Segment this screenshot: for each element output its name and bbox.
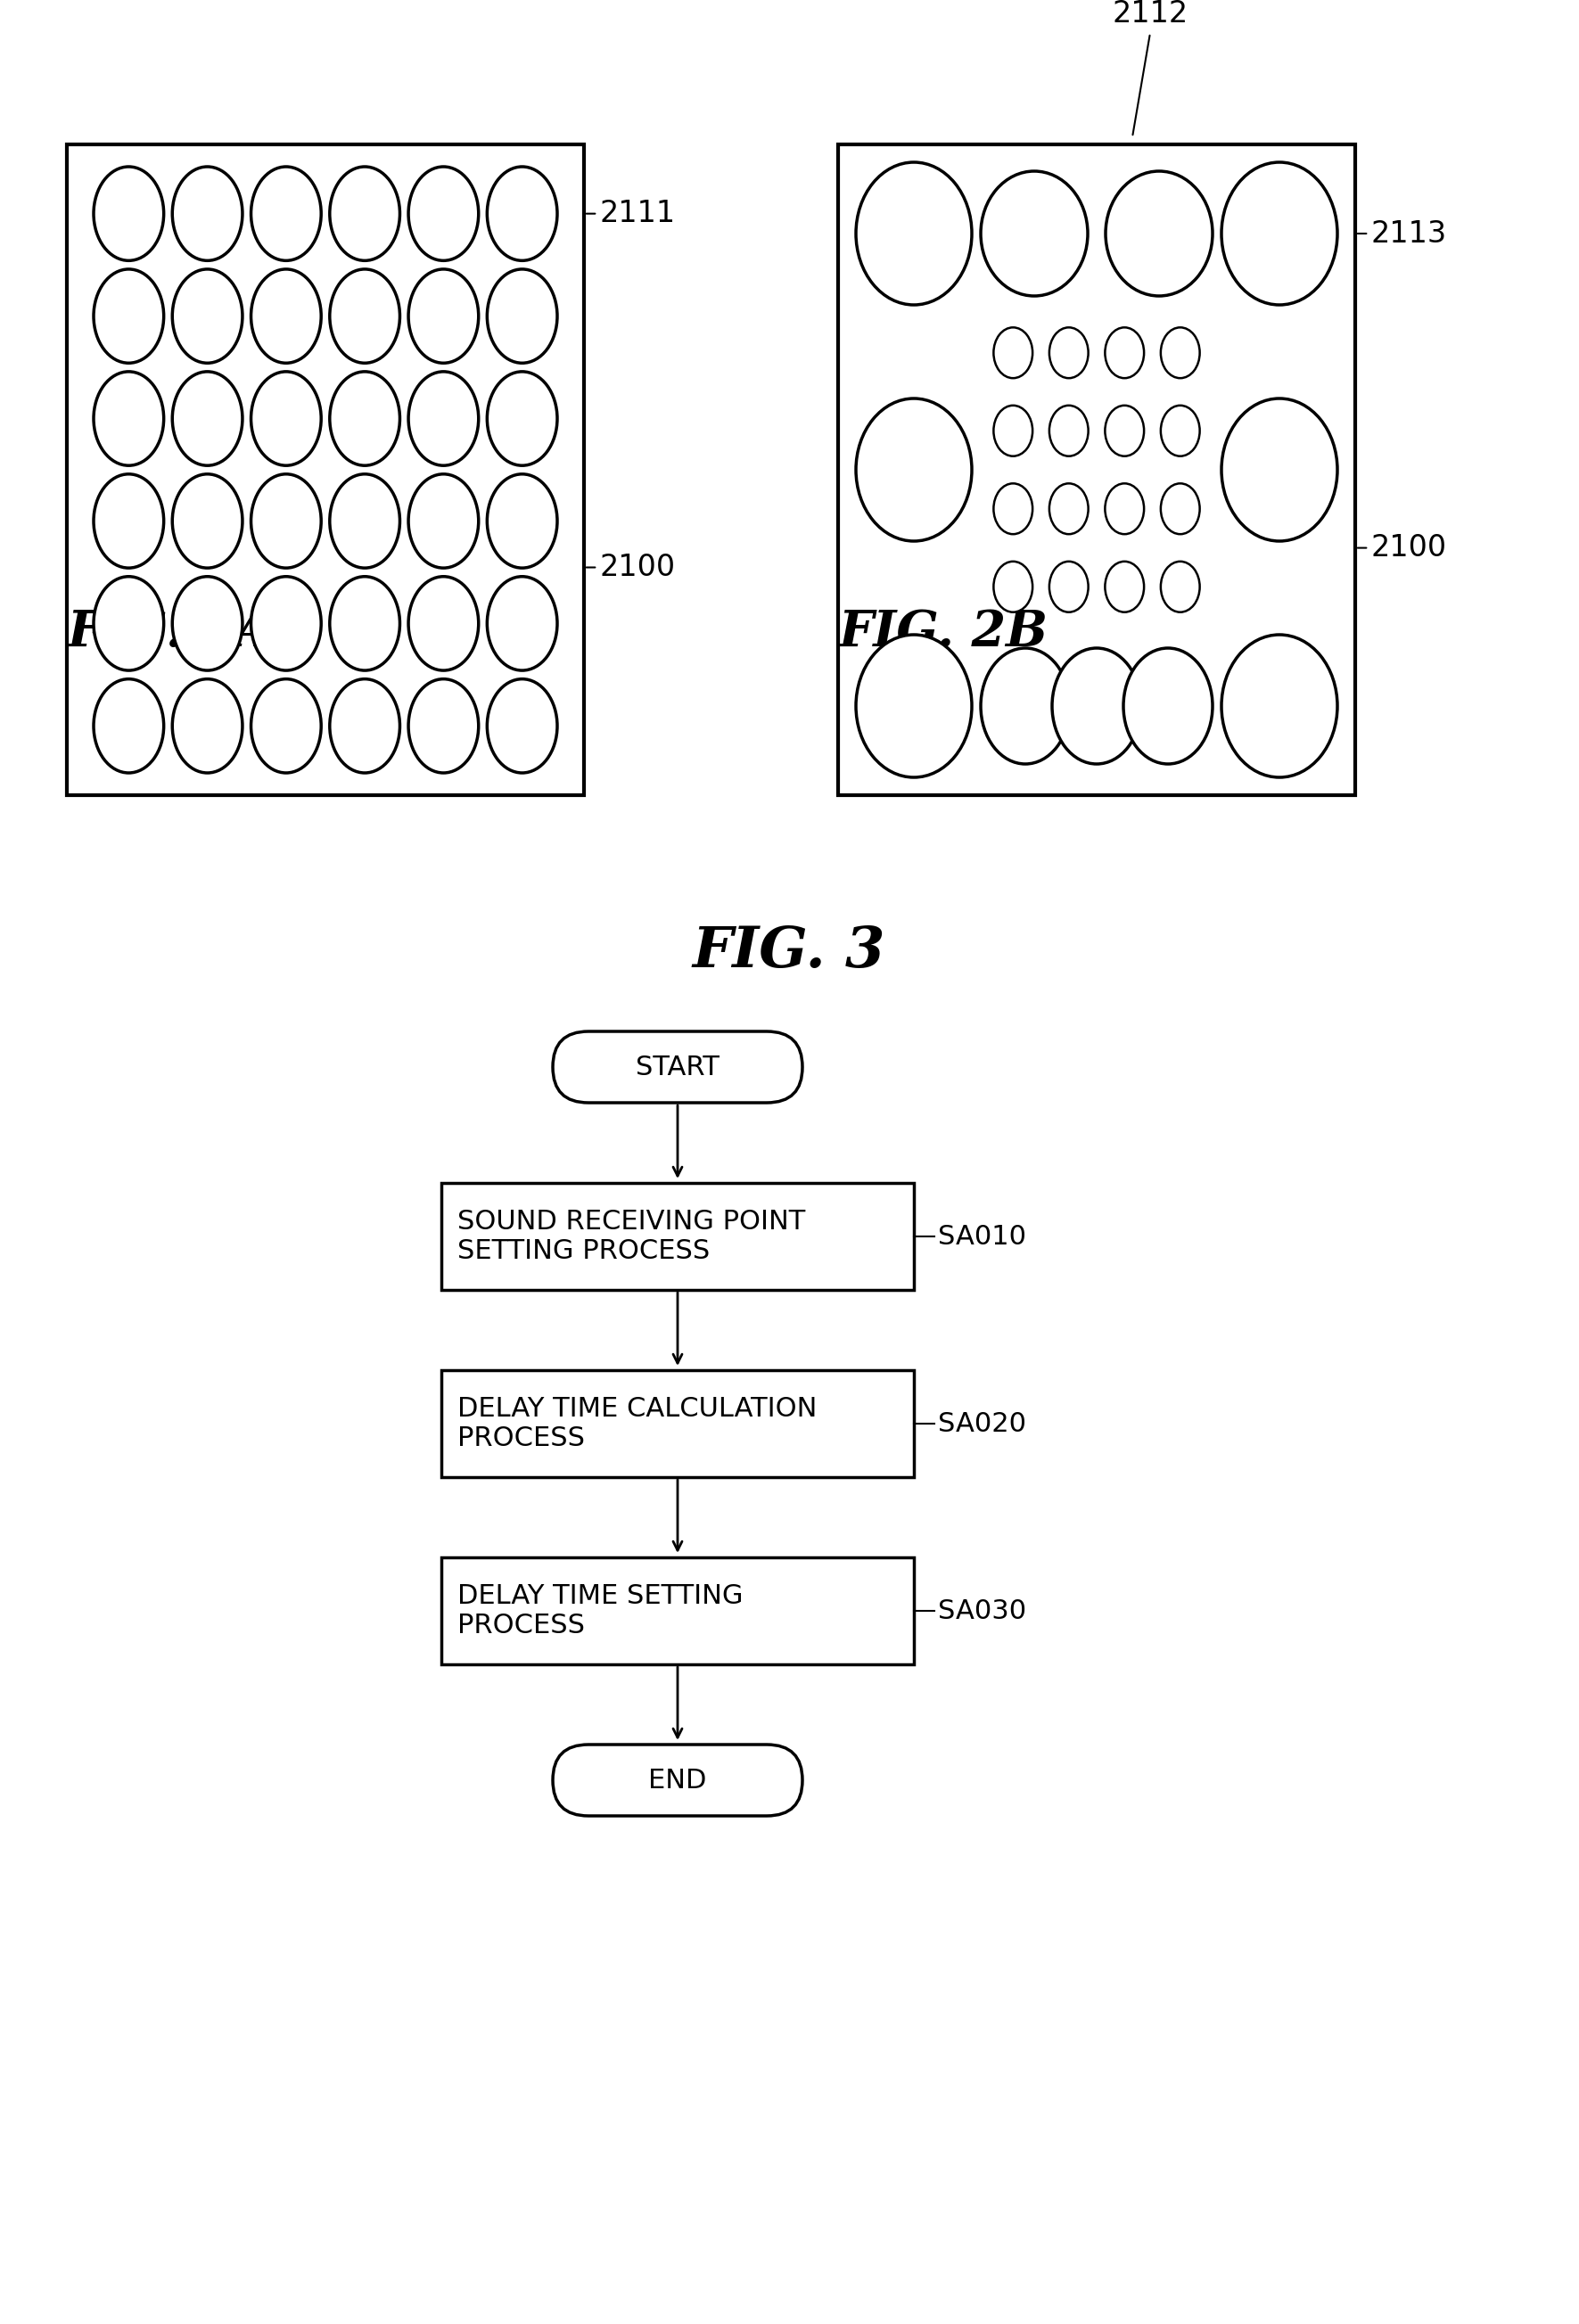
Ellipse shape <box>409 270 478 363</box>
Ellipse shape <box>172 372 243 465</box>
Text: DELAY TIME SETTING
PROCESS: DELAY TIME SETTING PROCESS <box>458 1583 744 1638</box>
Ellipse shape <box>1161 562 1200 611</box>
Text: FIG. 2B: FIG. 2B <box>838 609 1047 658</box>
Ellipse shape <box>93 270 164 363</box>
Ellipse shape <box>486 270 557 363</box>
Ellipse shape <box>1105 404 1145 456</box>
Ellipse shape <box>330 576 399 669</box>
Ellipse shape <box>993 404 1033 456</box>
Ellipse shape <box>93 372 164 465</box>
Ellipse shape <box>486 167 557 260</box>
Ellipse shape <box>409 679 478 774</box>
Ellipse shape <box>330 167 399 260</box>
Text: DELAY TIME CALCULATION
PROCESS: DELAY TIME CALCULATION PROCESS <box>458 1397 816 1452</box>
Ellipse shape <box>409 474 478 567</box>
Text: SA020: SA020 <box>938 1411 1026 1436</box>
Ellipse shape <box>409 167 478 260</box>
Ellipse shape <box>1105 172 1213 295</box>
Text: END: END <box>649 1766 707 1794</box>
Ellipse shape <box>93 167 164 260</box>
FancyBboxPatch shape <box>553 1032 802 1102</box>
Ellipse shape <box>1105 562 1145 611</box>
Ellipse shape <box>251 372 321 465</box>
Ellipse shape <box>330 372 399 465</box>
Ellipse shape <box>1050 328 1088 379</box>
Ellipse shape <box>486 576 557 669</box>
Ellipse shape <box>1222 634 1337 776</box>
Ellipse shape <box>993 562 1033 611</box>
Ellipse shape <box>1222 163 1337 304</box>
Text: 2100: 2100 <box>1358 532 1448 562</box>
Ellipse shape <box>856 163 971 304</box>
Ellipse shape <box>981 172 1088 295</box>
FancyBboxPatch shape <box>553 1745 802 1815</box>
Text: FIG. 3: FIG. 3 <box>693 925 886 978</box>
Ellipse shape <box>486 372 557 465</box>
Text: FIG. 2A: FIG. 2A <box>66 609 273 658</box>
Ellipse shape <box>1123 648 1213 765</box>
Ellipse shape <box>1161 404 1200 456</box>
Ellipse shape <box>1050 483 1088 535</box>
Bar <box>66 144 584 795</box>
Ellipse shape <box>251 474 321 567</box>
Text: SA030: SA030 <box>938 1599 1026 1624</box>
Ellipse shape <box>1052 648 1142 765</box>
Ellipse shape <box>1050 562 1088 611</box>
Ellipse shape <box>330 679 399 774</box>
Ellipse shape <box>93 576 164 669</box>
Ellipse shape <box>172 270 243 363</box>
Ellipse shape <box>856 634 971 776</box>
Bar <box>442 1557 914 1664</box>
Ellipse shape <box>409 372 478 465</box>
Text: 2100: 2100 <box>586 553 676 581</box>
Text: SOUND RECEIVING POINT
SETTING PROCESS: SOUND RECEIVING POINT SETTING PROCESS <box>458 1208 805 1264</box>
Ellipse shape <box>172 576 243 669</box>
Ellipse shape <box>993 328 1033 379</box>
Ellipse shape <box>486 474 557 567</box>
Ellipse shape <box>251 270 321 363</box>
Bar <box>838 144 1355 795</box>
Ellipse shape <box>330 270 399 363</box>
Ellipse shape <box>856 397 971 541</box>
Ellipse shape <box>330 474 399 567</box>
Ellipse shape <box>981 648 1071 765</box>
Text: SA010: SA010 <box>938 1222 1026 1250</box>
Ellipse shape <box>486 679 557 774</box>
Ellipse shape <box>93 679 164 774</box>
Ellipse shape <box>93 474 164 567</box>
Bar <box>442 1371 914 1478</box>
Bar <box>442 1183 914 1290</box>
Ellipse shape <box>1161 328 1200 379</box>
Ellipse shape <box>1222 397 1337 541</box>
Ellipse shape <box>1050 404 1088 456</box>
Ellipse shape <box>1105 483 1145 535</box>
Ellipse shape <box>251 167 321 260</box>
Text: 2111: 2111 <box>586 200 676 228</box>
Text: 2113: 2113 <box>1358 218 1448 249</box>
Ellipse shape <box>251 576 321 669</box>
Ellipse shape <box>172 679 243 774</box>
Text: START: START <box>636 1055 720 1081</box>
Ellipse shape <box>251 679 321 774</box>
Ellipse shape <box>1161 483 1200 535</box>
Text: 2112: 2112 <box>1112 0 1187 28</box>
Ellipse shape <box>1105 328 1145 379</box>
Ellipse shape <box>409 576 478 669</box>
Ellipse shape <box>172 167 243 260</box>
Ellipse shape <box>172 474 243 567</box>
Ellipse shape <box>993 483 1033 535</box>
